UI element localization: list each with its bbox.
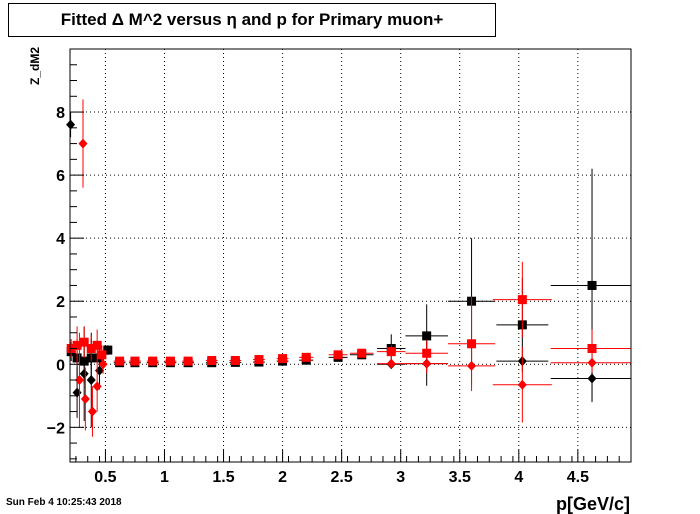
x-tick-label: 0.5: [94, 469, 116, 486]
square-marker: [422, 348, 432, 358]
diamond-marker: [587, 373, 597, 384]
diamond-marker: [92, 381, 102, 392]
y-tick-label: 4: [56, 231, 65, 248]
diamond-marker: [74, 375, 84, 386]
x-axis-title: p[GeV/c]: [556, 494, 630, 514]
y-tick-label: 6: [56, 168, 65, 185]
diamond-marker: [87, 406, 97, 417]
diamond-marker: [98, 359, 108, 370]
tick-labels: 0.5 1 1.5 2 2.5 3 3.5 4 4.5 −2 0 2 4 6 8: [47, 105, 589, 486]
square-marker: [92, 340, 102, 350]
square-marker: [183, 356, 193, 366]
square-marker: [587, 344, 597, 354]
diamond-marker: [467, 360, 477, 371]
square-marker: [357, 348, 367, 358]
square-marker: [97, 350, 107, 360]
square-marker: [86, 344, 96, 354]
diamond-marker: [86, 375, 96, 386]
x-tick-label: 2: [278, 469, 287, 486]
y-tick-label: 0: [56, 357, 65, 374]
square-marker: [301, 352, 311, 362]
y-tick-label: 2: [56, 294, 65, 311]
y-tick-label: −2: [47, 420, 65, 437]
square-marker: [72, 340, 82, 350]
square-marker: [278, 354, 288, 364]
square-marker: [254, 355, 264, 365]
diamond-marker: [78, 138, 88, 149]
y-axis-title: Z_dM2: [28, 47, 42, 85]
y-tick-label: 8: [56, 105, 65, 122]
plot-frame: [69, 48, 632, 463]
square-marker: [517, 295, 527, 305]
square-marker: [79, 337, 89, 347]
square-marker: [587, 280, 597, 290]
diamond-marker: [79, 368, 89, 379]
axis-ticks: [70, 64, 632, 462]
x-tick-label: 4.5: [567, 469, 589, 486]
diamond-marker: [66, 119, 76, 130]
diamond-marker: [517, 379, 527, 390]
square-marker: [115, 356, 125, 366]
x-tick-label: 3.5: [449, 469, 471, 486]
x-tick-label: 2.5: [331, 469, 353, 486]
square-marker: [386, 347, 396, 357]
square-marker: [422, 331, 432, 341]
grid: [70, 49, 631, 462]
timestamp: Sun Feb 4 10:25:43 2018: [6, 497, 122, 508]
diamond-marker: [80, 393, 90, 404]
diamond-marker: [386, 358, 396, 369]
chart-title: Fitted Δ M^2 versus η and p for Primary …: [8, 3, 496, 37]
x-tick-label: 1.5: [212, 469, 234, 486]
x-tick-label: 3: [396, 469, 405, 486]
x-tick-label: 1: [160, 469, 169, 486]
square-marker: [165, 356, 175, 366]
square-marker: [130, 356, 140, 366]
x-tick-label: 4: [514, 469, 523, 486]
diamond-marker: [422, 358, 432, 369]
square-marker: [103, 345, 113, 355]
square-marker: [230, 355, 240, 365]
square-marker: [207, 355, 217, 365]
square-marker: [148, 356, 158, 366]
data-points: [66, 99, 631, 437]
diamond-marker: [587, 357, 597, 368]
square-marker: [333, 350, 343, 360]
square-marker: [467, 339, 477, 349]
